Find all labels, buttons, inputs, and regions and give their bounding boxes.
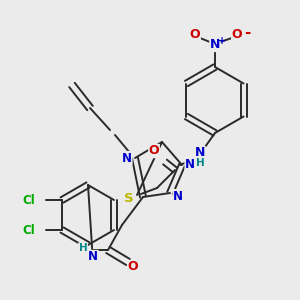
Text: Cl: Cl — [22, 224, 35, 236]
Text: N: N — [195, 146, 205, 160]
Text: H: H — [79, 243, 87, 253]
Text: H: H — [196, 158, 204, 168]
Text: N: N — [122, 152, 132, 164]
Text: O: O — [232, 28, 242, 41]
Text: N: N — [173, 190, 183, 202]
Text: O: O — [190, 28, 200, 41]
Text: -: - — [244, 26, 250, 40]
Text: N: N — [210, 38, 220, 52]
Text: O: O — [149, 145, 159, 158]
Text: N: N — [88, 250, 98, 263]
Text: N: N — [185, 158, 195, 172]
Text: S: S — [124, 191, 134, 205]
Text: +: + — [218, 36, 226, 46]
Text: Cl: Cl — [22, 194, 35, 206]
Text: O: O — [128, 260, 138, 274]
Text: S: S — [124, 191, 134, 205]
Text: N: N — [88, 250, 98, 263]
